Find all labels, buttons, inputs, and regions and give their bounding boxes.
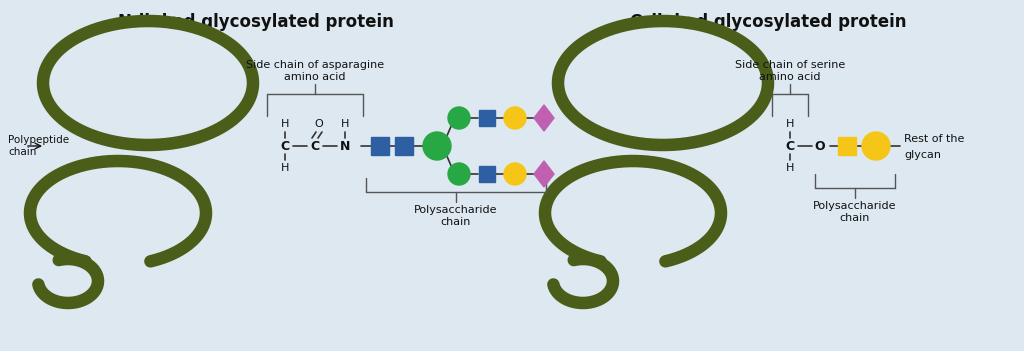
Text: Rest of the: Rest of the [904, 134, 965, 144]
Text: Polysaccharide
chain: Polysaccharide chain [415, 205, 498, 227]
Circle shape [449, 163, 470, 185]
Polygon shape [534, 105, 554, 131]
Polygon shape [534, 161, 554, 187]
Text: O: O [314, 119, 324, 129]
Text: C: C [785, 139, 795, 152]
Bar [479, 110, 495, 126]
Text: O: O [815, 139, 825, 152]
Text: C: C [310, 139, 319, 152]
Circle shape [862, 132, 890, 160]
Text: glycan: glycan [904, 150, 941, 160]
Text: O-linked glycosylated protein: O-linked glycosylated protein [630, 13, 906, 31]
Circle shape [449, 107, 470, 129]
Text: H: H [281, 119, 289, 129]
Text: H: H [281, 163, 289, 173]
Text: H: H [341, 119, 349, 129]
Text: N: N [340, 139, 350, 152]
Text: H: H [785, 119, 795, 129]
Text: C: C [281, 139, 290, 152]
Text: H: H [785, 163, 795, 173]
Bar [371, 137, 389, 155]
Circle shape [504, 163, 526, 185]
Bar [838, 137, 856, 155]
Bar [479, 166, 495, 182]
Text: Side chain of serine
amino acid: Side chain of serine amino acid [735, 60, 845, 82]
Circle shape [504, 107, 526, 129]
Bar [395, 137, 413, 155]
Text: Polypeptide
chain: Polypeptide chain [8, 135, 70, 157]
Text: Side chain of asparagine
amino acid: Side chain of asparagine amino acid [246, 60, 384, 82]
Circle shape [423, 132, 451, 160]
Text: Polysaccharide
chain: Polysaccharide chain [813, 201, 897, 223]
Text: N-linked glycosylated protein: N-linked glycosylated protein [118, 13, 394, 31]
